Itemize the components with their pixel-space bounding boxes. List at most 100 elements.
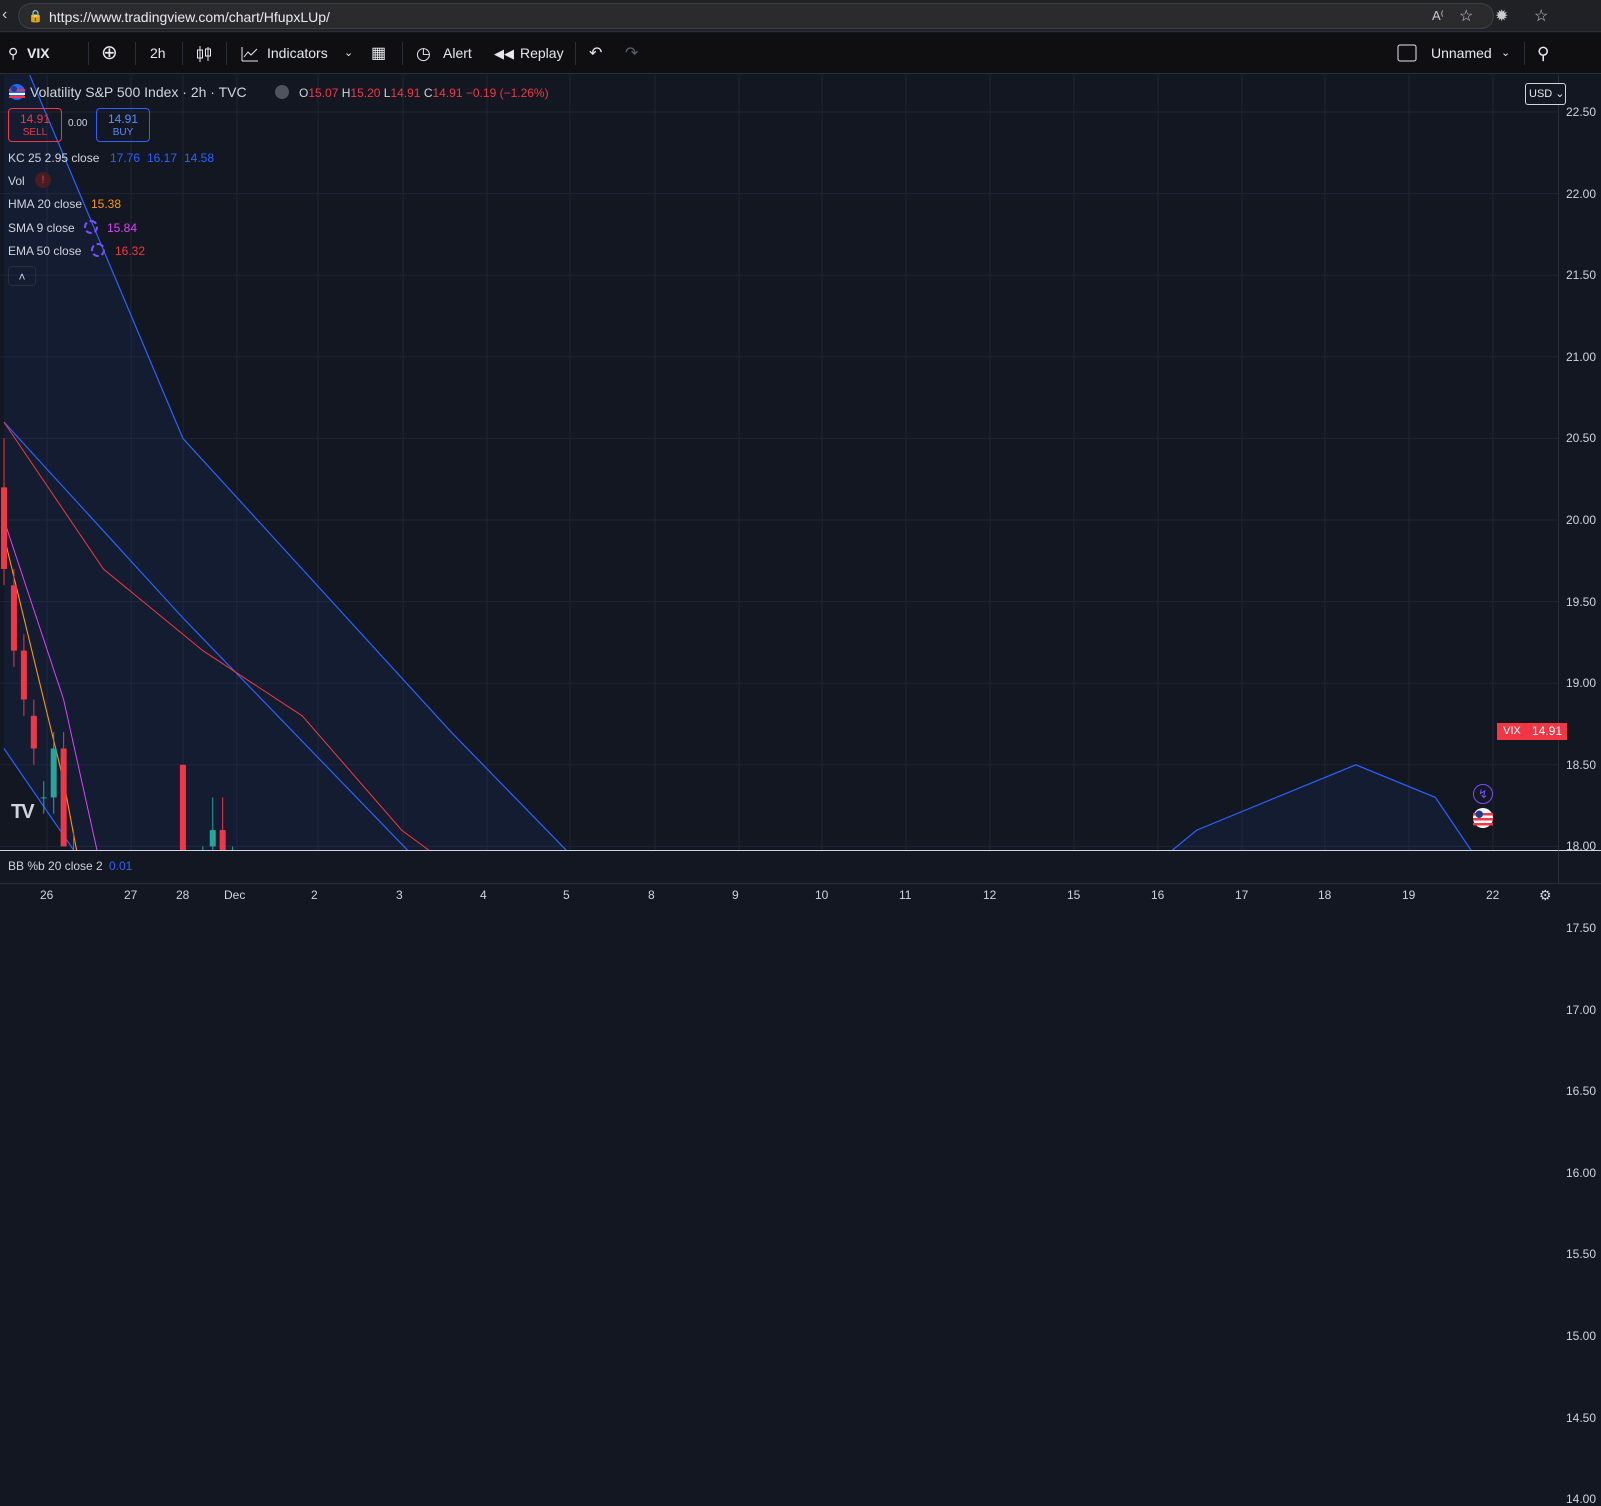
price-tick-label: 17.50 <box>1566 921 1597 935</box>
settings-gear-icon[interactable]: ⚙ <box>1539 887 1552 903</box>
candle-body <box>40 797 47 799</box>
interval-button[interactable]: 2h <box>150 45 166 61</box>
layout-icon[interactable] <box>1397 44 1417 64</box>
redo-icon[interactable]: ↷ <box>625 45 639 62</box>
time-tick-label: 17 <box>1235 888 1249 902</box>
layout-name[interactable]: Unnamed <box>1431 45 1492 61</box>
replay-icon[interactable]: ◀◀ <box>494 46 514 61</box>
hma-label[interactable]: HMA 20 close <box>8 197 83 211</box>
time-tick-label: 26 <box>40 888 54 902</box>
alert-button[interactable]: Alert <box>443 45 472 61</box>
sell-price: 14.91 <box>19 112 51 126</box>
read-aloud-icon[interactable]: A⁽ <box>1432 8 1444 23</box>
url-box[interactable]: 🔒 https://www.tradingview.com/chart/Hfup… <box>18 3 1494 29</box>
price-tick-label: 22.00 <box>1566 186 1597 201</box>
kc-basis-value: 16.17 <box>147 151 178 165</box>
time-tick-label: 11 <box>899 888 912 902</box>
time-tick-label: 10 <box>815 888 829 902</box>
sma-value: 15.84 <box>107 221 138 235</box>
high-label: H <box>341 86 351 100</box>
price-tick-label: 17.00 <box>1566 1002 1597 1017</box>
price-tick-label: 14.00 <box>1566 1492 1597 1506</box>
symbol-price-tag: VIX <box>1497 723 1527 740</box>
candle-body <box>50 748 57 798</box>
price-tick-label: 19.50 <box>1566 594 1597 609</box>
indicators-icon[interactable] <box>241 33 259 74</box>
bb-label[interactable]: BB %b 20 close 2 <box>8 859 103 873</box>
bb-indicator-pane[interactable]: BB %b 20 close 2 0.01 <box>0 850 1558 883</box>
time-tick-label: 2 <box>311 888 318 902</box>
series-title[interactable]: Volatility S&P 500 Index · 2h · TVC <box>30 84 247 100</box>
toolbar-divider <box>88 42 89 65</box>
currency-selector[interactable]: USD ⌄ <box>1525 83 1566 105</box>
price-tick-label: 20.50 <box>1566 431 1597 446</box>
replay-button[interactable]: Replay <box>520 45 564 61</box>
ema-value: 16.32 <box>115 244 146 258</box>
templates-grid-icon[interactable]: ▦ <box>371 45 387 62</box>
time-tick-label: 16 <box>1151 888 1165 902</box>
us-flag-small-icon[interactable] <box>1473 808 1493 831</box>
candle-body <box>209 830 216 847</box>
open-label: O <box>299 86 309 100</box>
time-tick-label: 12 <box>983 888 997 902</box>
symbol-search-icon[interactable]: ⚲ <box>8 45 19 61</box>
price-chart-svg[interactable] <box>0 75 1558 850</box>
favorite-star-icon[interactable]: ☆ <box>1459 8 1474 25</box>
kc-label[interactable]: KC 25 2.95 close <box>8 151 100 165</box>
toolbar-divider <box>226 42 227 65</box>
close-label: C <box>423 86 433 100</box>
compare-plus-icon[interactable]: ⊕ <box>101 42 118 64</box>
favorites-bar-icon[interactable]: ☆ <box>1534 8 1549 25</box>
time-tick-label: 22 <box>1486 888 1500 902</box>
tradingview-logo: TV <box>11 801 35 823</box>
low-label: L <box>383 86 391 100</box>
sma-label[interactable]: SMA 9 close <box>8 221 75 235</box>
candle-body <box>10 585 17 651</box>
indicators-button[interactable]: Indicators <box>267 45 328 61</box>
back-icon[interactable]: ‹ <box>2 6 8 23</box>
sell-button[interactable]: 14.91 SELL <box>8 108 62 142</box>
price-tick-label: 21.00 <box>1566 349 1597 364</box>
collapse-legend-button[interactable]: ˄ <box>8 266 36 286</box>
toolbar-divider <box>182 42 183 65</box>
extensions-icon[interactable]: ✹ <box>1495 8 1509 25</box>
lock-icon: 🔒 <box>28 9 43 23</box>
bb-price-axis <box>1558 850 1601 883</box>
price-tick-label: 15.50 <box>1566 1247 1597 1262</box>
toolbar-divider <box>575 42 576 65</box>
sma-loading-icon <box>84 220 98 234</box>
time-tick-label: 5 <box>563 888 570 902</box>
url-text[interactable]: https://www.tradingview.com/chart/HfupxL… <box>49 9 330 25</box>
time-tick-label: 18 <box>1318 888 1332 902</box>
high-value: 15.20 <box>350 86 381 100</box>
price-tick-label: 14.50 <box>1566 1410 1597 1425</box>
kc-lower-value: 14.58 <box>184 151 215 165</box>
layout-chevron-icon[interactable]: ⌄ <box>1501 47 1511 59</box>
alert-clock-icon[interactable]: ◷ <box>416 44 431 63</box>
kc-basis-line <box>3 421 409 850</box>
symbol-button[interactable]: VIX <box>27 45 50 61</box>
quick-search-icon[interactable]: ⚲ <box>1537 44 1550 63</box>
hma-value: 15.38 <box>91 197 122 211</box>
time-tick-label: 28 <box>176 888 190 902</box>
us-flag-icon <box>9 84 25 103</box>
price-tick-label: 16.50 <box>1566 1084 1597 1099</box>
ohlc-values: O15.07 H15.20 L14.91 C14.91 −0.19 (−1.26… <box>299 86 549 100</box>
time-tick-label: 3 <box>396 888 403 902</box>
candle-body <box>1 487 7 569</box>
buy-button[interactable]: 14.91 BUY <box>96 108 150 142</box>
chart-pane[interactable]: Volatility S&P 500 Index · 2h · TVC O15.… <box>0 75 1558 850</box>
vol-label[interactable]: Vol <box>8 174 25 188</box>
undo-icon[interactable]: ↶ <box>589 45 603 62</box>
ema-label[interactable]: EMA 50 close <box>8 244 82 258</box>
price-tick-label: 15.00 <box>1566 1329 1597 1343</box>
sell-label: SELL <box>22 127 48 138</box>
spread-value: 0.00 <box>68 118 88 129</box>
candles-type-icon[interactable] <box>196 33 212 74</box>
time-axis[interactable]: 26 27 28 Dec 2 3 4 5 8 9 10 11 12 15 16 17 18 19 22 ⚙ <box>0 883 1601 907</box>
lightning-icon[interactable]: ↯ <box>1473 784 1493 804</box>
time-tick-label: 9 <box>732 888 739 902</box>
vol-warning-icon[interactable]: ! <box>35 172 51 188</box>
chevron-down-icon[interactable]: ⌄ <box>344 47 354 59</box>
price-tick-label: 21.50 <box>1566 268 1597 283</box>
